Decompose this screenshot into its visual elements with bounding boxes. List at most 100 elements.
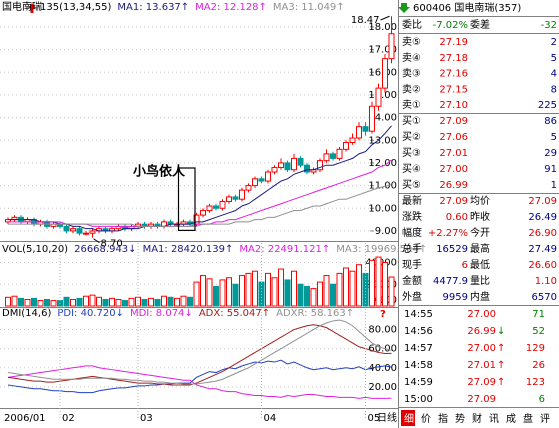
stat-label: 金额 <box>402 274 422 287</box>
bid-label: 买③ <box>402 147 421 159</box>
tab[interactable]: 财 <box>472 412 482 425</box>
volume-bar <box>44 298 50 307</box>
candle-body <box>304 164 310 173</box>
volume-bar <box>245 272 252 307</box>
tick-arrow: ↑ <box>497 343 505 354</box>
legend-item: MA3: 11.049↑ <box>273 2 345 13</box>
tick-price: 27.00 <box>467 343 496 354</box>
stat-label: 量比 <box>470 275 490 287</box>
low-annotation: 8.70 <box>101 239 123 250</box>
candle-body <box>245 185 252 191</box>
date-label: 05 <box>368 413 381 424</box>
candle-body <box>317 160 323 171</box>
tab-highlight <box>401 410 415 426</box>
volume-bar <box>37 300 44 307</box>
dmi-line <box>7 319 392 385</box>
stat-label: 均价 <box>470 195 490 207</box>
bid-price: 27.00 <box>439 164 468 175</box>
ask-price: 27.18 <box>439 53 468 64</box>
bid-volume: 86 <box>544 116 557 127</box>
stat-label: 幅度 <box>402 226 422 239</box>
legend-item: MA3: 19969.594↑ <box>336 244 427 255</box>
candle-body <box>213 205 219 209</box>
tick-volume: 129 <box>526 343 545 354</box>
candle-body <box>200 210 206 216</box>
tick-time: 15:00 <box>404 394 433 405</box>
volume-bar <box>310 288 317 307</box>
stat-label: 最新 <box>402 194 422 207</box>
y-tick-label: 12.00 <box>368 158 397 169</box>
candle-body <box>271 166 278 173</box>
tab[interactable]: 指 <box>438 412 448 425</box>
legend-item: MA2: 12.128↑ <box>195 2 267 13</box>
bid-volume: 29 <box>544 148 557 159</box>
stat-value: 9959 <box>443 292 468 303</box>
legend-item: ADX: 55.047↑ <box>199 308 270 319</box>
volume-bar <box>102 298 109 307</box>
ask-label: 卖① <box>402 99 421 111</box>
legend-item: ADXR: 58.163↑ <box>276 308 354 319</box>
stat-value: 1.10 <box>535 276 557 287</box>
legend-item: MDI: 8.074↓ <box>130 308 193 319</box>
candle-body <box>226 196 232 202</box>
candle-body <box>232 196 239 200</box>
volume-bar <box>187 296 193 307</box>
candle-body <box>284 162 291 171</box>
volume-bar <box>148 297 154 307</box>
volume-bar <box>265 272 271 307</box>
stat-value: 4477.9 <box>433 276 468 287</box>
pattern-annotation: 小鸟依人 <box>133 164 186 180</box>
stat-value: 26.90 <box>528 228 557 239</box>
volume-bar <box>50 300 57 307</box>
stat-label: 涨跌 <box>402 210 422 223</box>
stat-value: 6 <box>462 260 468 271</box>
candle-body <box>336 148 343 159</box>
volume-bar <box>167 296 174 307</box>
ratio-label: 委比 <box>402 18 422 31</box>
tab[interactable]: 盘 <box>523 412 533 425</box>
bid-volume: 1 <box>551 180 557 191</box>
volume-bar <box>206 278 213 307</box>
y-tick-label: 80.00 <box>368 325 397 336</box>
help-icon[interactable]: ? <box>380 309 386 320</box>
volume-bar <box>122 300 128 307</box>
tick-price: 26.99 <box>467 326 496 337</box>
tab[interactable]: 成 <box>506 413 516 425</box>
ma-line <box>8 184 392 227</box>
volume-bar <box>375 256 382 307</box>
tick-volume: 6 <box>539 394 545 405</box>
panel-title: VOL(5,10,20) <box>2 244 68 255</box>
stock-title: 国电南瑞 <box>2 0 42 13</box>
nav-arrow-icon[interactable] <box>398 3 410 13</box>
tab[interactable]: 势 <box>455 412 465 425</box>
volume-bar <box>70 298 76 307</box>
tick-volume: 71 <box>532 309 545 320</box>
tab[interactable]: 细 <box>404 412 414 425</box>
indicator: 135(13,34,55) <box>40 2 112 13</box>
legend-item: 26668.943↓ <box>74 244 136 255</box>
volume-bar <box>291 270 297 307</box>
tab[interactable]: 价 <box>421 413 431 425</box>
volume-bar <box>278 268 284 307</box>
y-tick-label: 60.00 <box>368 344 397 355</box>
legend-item: MA1: 13.637↑ <box>117 2 189 13</box>
volume-bar <box>304 285 310 307</box>
volume-bar <box>343 267 349 307</box>
volume-bar <box>193 281 200 307</box>
volume-bar <box>336 272 343 307</box>
ask-label: 卖② <box>402 83 421 95</box>
bid-price: 26.99 <box>439 180 468 191</box>
volume-bar <box>219 279 226 307</box>
bid-price: 27.01 <box>439 148 468 159</box>
stat-value: 16529 <box>436 244 468 255</box>
ma-line <box>8 125 392 232</box>
bid-label: 买② <box>402 131 421 143</box>
ask-label: 卖③ <box>402 68 421 80</box>
tab[interactable]: 评 <box>540 413 550 425</box>
candle-body <box>356 126 362 139</box>
tab[interactable]: 讯 <box>489 413 499 425</box>
stat-label: 最高 <box>470 242 490 255</box>
ask-label: 卖⑤ <box>402 36 421 48</box>
